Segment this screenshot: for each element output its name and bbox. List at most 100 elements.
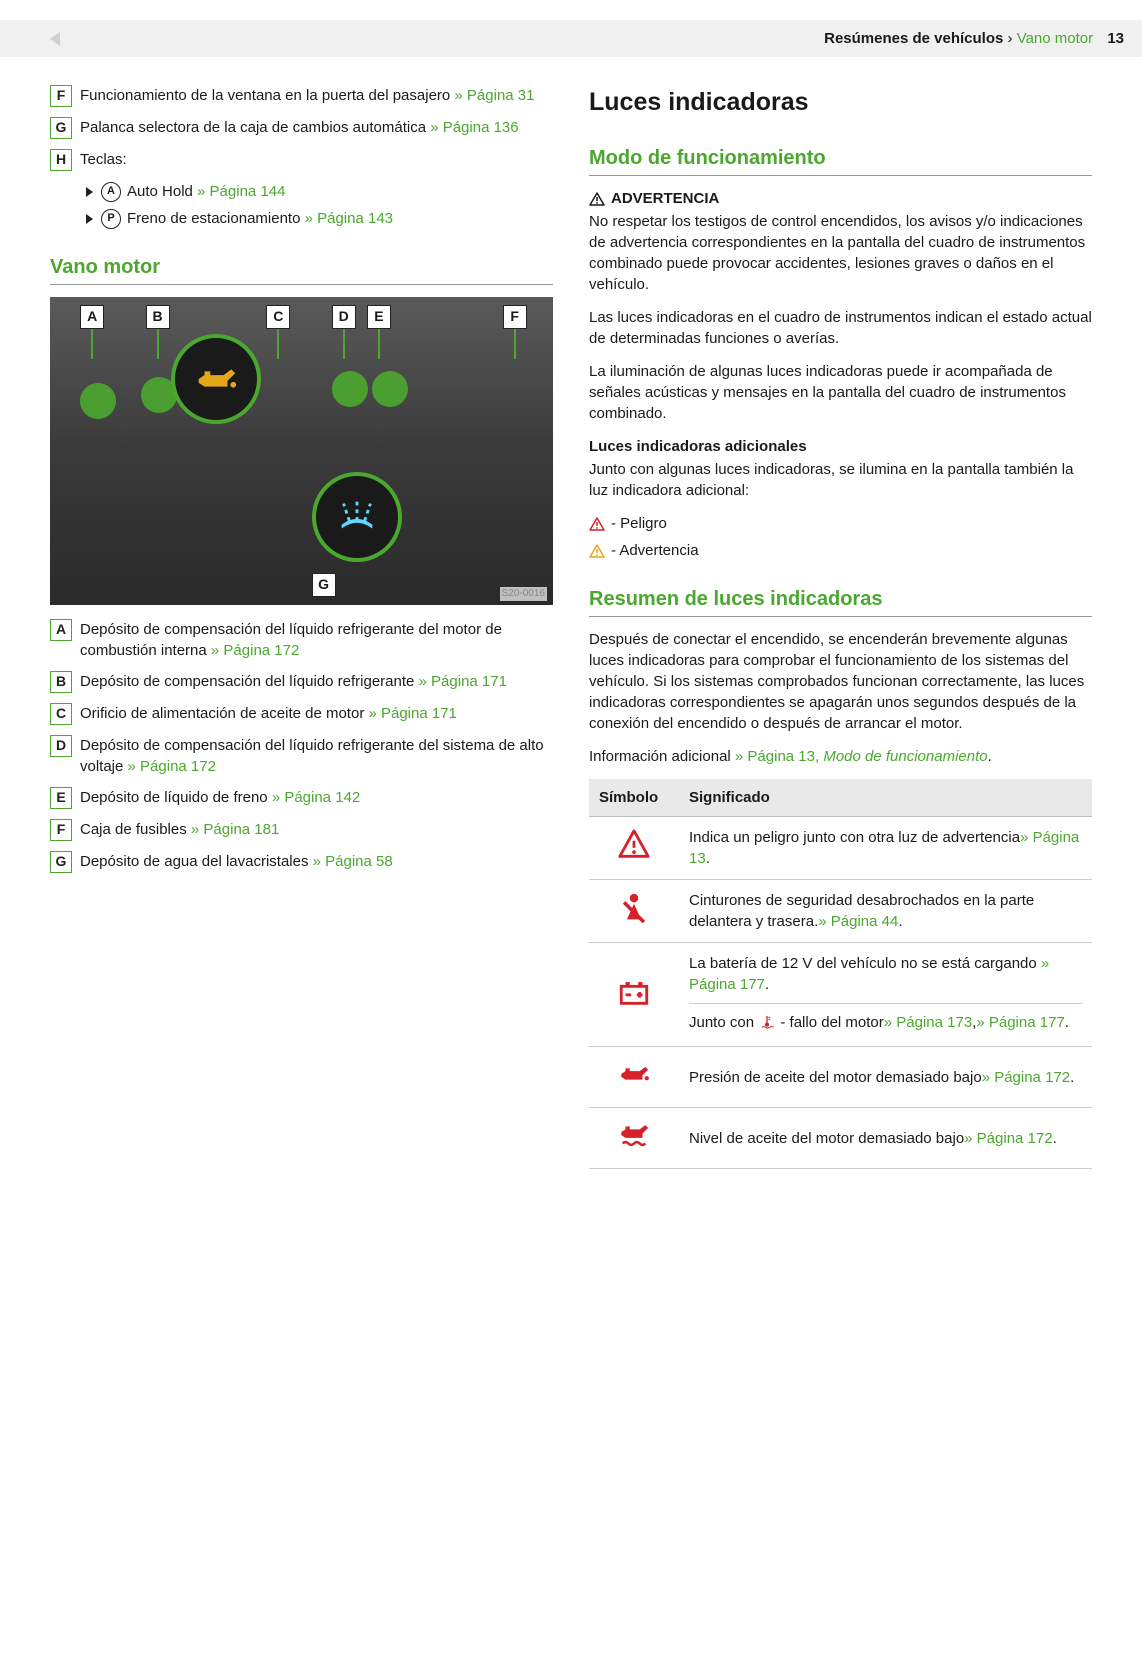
figure-callout: E bbox=[367, 305, 391, 329]
legend-item: - Peligro bbox=[589, 513, 1092, 534]
modo-heading: Modo de funcionamiento bbox=[589, 144, 1092, 176]
letter-box: A bbox=[50, 619, 72, 641]
page-link[interactable]: » Página 142 bbox=[272, 789, 360, 806]
button-icon: P bbox=[101, 209, 121, 229]
page-link[interactable]: » Página 177 bbox=[976, 1014, 1064, 1031]
symbol-cell bbox=[589, 880, 679, 943]
engine-bay-figure: ABCDEF G S20-0016 bbox=[50, 297, 553, 605]
page-link[interactable]: » Página 172 bbox=[128, 758, 216, 775]
list-item: GDepósito de agua del lavacristales » Pá… bbox=[50, 851, 553, 873]
figure-callout: C bbox=[266, 305, 290, 329]
info-link[interactable]: » Página 13, Modo de funcionamiento bbox=[735, 748, 988, 765]
letter-box: B bbox=[50, 671, 72, 693]
symbols-table: Símbolo Significado Indica un peligro ju… bbox=[589, 779, 1092, 1169]
page-number: 13 bbox=[1107, 30, 1124, 47]
letter-box: D bbox=[50, 735, 72, 757]
right-column: Luces indicadoras Modo de funcionamiento… bbox=[589, 85, 1092, 1169]
washer-bubble-icon bbox=[312, 472, 402, 562]
page-link[interactable]: » Página 172 bbox=[982, 1069, 1070, 1086]
para-3: Junto con algunas luces indicadoras, se … bbox=[589, 459, 1092, 501]
item-text: Orificio de alimentación de aceite de mo… bbox=[80, 703, 553, 724]
header-subsection: Vano motor bbox=[1017, 30, 1093, 47]
para-4: Después de conectar el encendido, se enc… bbox=[589, 629, 1092, 734]
warning-text: No respetar los testigos de control ence… bbox=[589, 211, 1092, 295]
item-text: Teclas: bbox=[80, 149, 553, 170]
meaning-cell: Presión de aceite del motor demasiado ba… bbox=[679, 1047, 1092, 1108]
list-item: C Orificio de alimentación de aceite de m… bbox=[50, 703, 553, 725]
page-link[interactable]: » Página 173 bbox=[884, 1014, 972, 1031]
page-link[interactable]: » Página 172 bbox=[964, 1130, 1052, 1147]
table-row: Indica un peligro junto con otra luz de … bbox=[589, 817, 1092, 880]
list-item: DDepósito de compensación del líquido re… bbox=[50, 735, 553, 777]
letter-box: G bbox=[50, 851, 72, 873]
page-link[interactable]: » Página 13 bbox=[689, 829, 1079, 867]
left-column: F Funcionamiento de la ventana en la puer… bbox=[50, 85, 553, 1169]
figure-callout: D bbox=[332, 305, 356, 329]
item-text: Funcionamiento de la ventana en la puert… bbox=[80, 85, 553, 106]
bullet-icon bbox=[86, 187, 93, 197]
figure-callout-g: G bbox=[312, 573, 336, 597]
letter-box: F bbox=[50, 85, 72, 107]
letter-box: F bbox=[50, 819, 72, 841]
table-row: La batería de 12 V del vehículo no se es… bbox=[589, 943, 1092, 1047]
table-row: Presión de aceite del motor demasiado ba… bbox=[589, 1047, 1092, 1108]
list-item: HTeclas: bbox=[50, 149, 553, 171]
letter-box: G bbox=[50, 117, 72, 139]
oil-bubble-icon bbox=[171, 334, 261, 424]
sub-bold-heading: Luces indicadoras adicionales bbox=[589, 436, 1092, 457]
resumen-heading: Resumen de luces indicadoras bbox=[589, 585, 1092, 617]
para-1: Las luces indicadoras en el cuadro de in… bbox=[589, 307, 1092, 349]
meaning-cell: Cinturones de seguridad desabrochados en… bbox=[679, 880, 1092, 943]
page-link[interactable]: » Página 143 bbox=[305, 210, 393, 227]
page-link[interactable]: » Página 172 bbox=[211, 642, 299, 659]
th-symbol: Símbolo bbox=[589, 779, 679, 817]
figure-code: S20-0016 bbox=[500, 587, 547, 601]
warning-triangle-icon bbox=[589, 544, 605, 558]
meaning-cell: Nivel de aceite del motor demasiado bajo… bbox=[679, 1108, 1092, 1169]
item-text: Depósito de compensación del líquido ref… bbox=[80, 671, 553, 692]
page-link[interactable]: » Página 144 bbox=[197, 183, 285, 200]
page-link[interactable]: » Página 171 bbox=[368, 705, 456, 722]
page: Resúmenes de vehículos › Vano motor 13 F… bbox=[0, 20, 1142, 1219]
para-5: Información adicional » Página 13, Modo … bbox=[589, 746, 1092, 767]
content-columns: F Funcionamiento de la ventana en la puer… bbox=[50, 85, 1092, 1169]
list-item: B Depósito de compensación del líquido re… bbox=[50, 671, 553, 693]
header-section: Resúmenes de vehículos bbox=[824, 30, 1003, 47]
page-link[interactable]: » Página 181 bbox=[191, 821, 279, 838]
page-link[interactable]: » Página 44 bbox=[818, 913, 898, 930]
symbol-cell bbox=[589, 1108, 679, 1169]
figure-callout: F bbox=[503, 305, 527, 329]
sub-list-item: PFreno de estacionamiento » Página 143 bbox=[86, 208, 553, 229]
th-meaning: Significado bbox=[679, 779, 1092, 817]
symbol-cell bbox=[589, 943, 679, 1047]
header-text: Resúmenes de vehículos › Vano motor 13 bbox=[824, 28, 1124, 49]
list-item: F Caja de fusibles » Página 181 bbox=[50, 819, 553, 841]
table-row: Nivel de aceite del motor demasiado bajo… bbox=[589, 1108, 1092, 1169]
button-icon: A bbox=[101, 182, 121, 202]
item-text: Depósito de líquido de freno » Página 14… bbox=[80, 787, 553, 808]
bullet-icon bbox=[86, 214, 93, 224]
temp-icon bbox=[758, 1014, 776, 1036]
page-link[interactable]: » Página 31 bbox=[454, 87, 534, 104]
item-text: Caja de fusibles » Página 181 bbox=[80, 819, 553, 840]
letter-box: C bbox=[50, 703, 72, 725]
table-row: Cinturones de seguridad desabrochados en… bbox=[589, 880, 1092, 943]
meaning-cell: La batería de 12 V del vehículo no se es… bbox=[679, 943, 1092, 1047]
luces-heading: Luces indicadoras bbox=[589, 85, 1092, 120]
sub-list-item: AAuto Hold » Página 144 bbox=[86, 181, 553, 202]
page-link[interactable]: » Página 136 bbox=[430, 119, 518, 136]
page-link[interactable]: » Página 177 bbox=[689, 955, 1049, 993]
legend-item: - Advertencia bbox=[589, 540, 1092, 561]
list-item: F Funcionamiento de la ventana en la puer… bbox=[50, 85, 553, 107]
list-item: E Depósito de líquido de freno » Página 1… bbox=[50, 787, 553, 809]
page-link[interactable]: » Página 58 bbox=[313, 853, 393, 870]
symbol-cell bbox=[589, 817, 679, 880]
warning-icon bbox=[589, 192, 605, 206]
item-text: Palanca selectora de la caja de cambios … bbox=[80, 117, 553, 138]
letter-box: E bbox=[50, 787, 72, 809]
para-2: La iluminación de algunas luces indicado… bbox=[589, 361, 1092, 424]
page-link[interactable]: » Página 171 bbox=[419, 673, 507, 690]
page-header: Resúmenes de vehículos › Vano motor 13 bbox=[0, 20, 1142, 57]
figure-callout: A bbox=[80, 305, 104, 329]
item-text: Depósito de compensación del líquido ref… bbox=[80, 619, 553, 661]
